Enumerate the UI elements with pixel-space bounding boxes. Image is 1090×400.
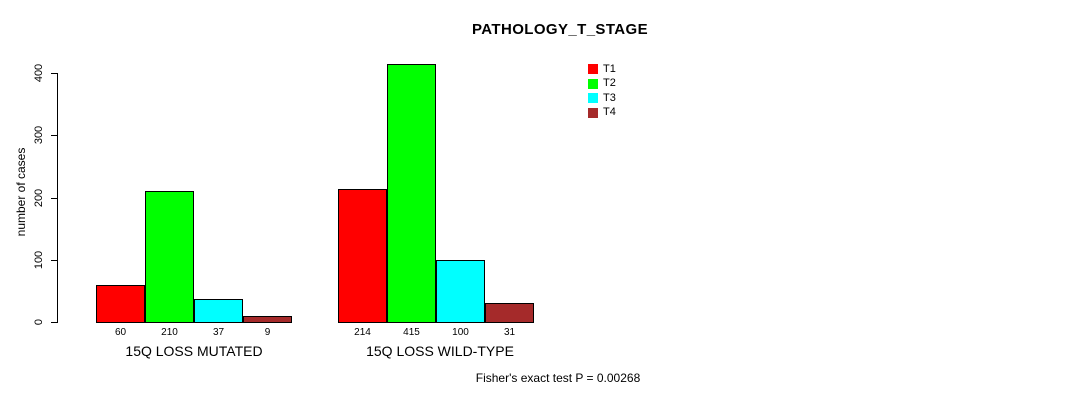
y-tick-mark (51, 73, 58, 74)
bar-t2-group2 (387, 63, 436, 323)
bar-value-label: 60 (114, 327, 127, 338)
group-label: 15Q LOSS WILD-TYPE (366, 343, 514, 359)
y-tick-mark (51, 259, 58, 261)
y-axis-label: number of cases (14, 147, 28, 237)
bar-value-label: 415 (403, 327, 420, 338)
legend-label: T4 (603, 106, 616, 119)
y-tick-label: 0 (33, 318, 45, 326)
legend-row: T2 (588, 77, 616, 92)
legend-swatch-t1 (588, 64, 598, 75)
legend-swatch-t4 (588, 107, 598, 118)
y-tick-mark (51, 135, 58, 137)
legend-swatch-t3 (588, 93, 598, 104)
legend-row: T4 (588, 106, 616, 121)
bar-t4-group2 (485, 302, 534, 323)
legend-row: T3 (588, 91, 616, 106)
bar-value-label: 100 (452, 327, 469, 338)
stat-test-result: Fisher's exact test P = 0.00268 (475, 371, 641, 385)
y-tick-label: 100 (33, 250, 45, 269)
bar-value-label: 31 (503, 327, 516, 338)
y-tick-mark (51, 197, 58, 199)
y-tick-mark (51, 322, 58, 323)
chart-title: PATHOLOGY_T_STAGE (472, 21, 648, 38)
bar-value-label: 37 (212, 327, 225, 338)
bar-t1-group2 (338, 188, 387, 323)
bar-value-label: 214 (354, 327, 371, 338)
bar-value-label: 210 (161, 327, 178, 338)
bar-t4-group1 (243, 316, 292, 323)
legend-label: T2 (603, 77, 616, 90)
legend-label: T1 (603, 62, 616, 75)
bar-t3-group2 (436, 259, 485, 323)
bar-t1-group1 (96, 284, 145, 323)
bar-t3-group1 (194, 298, 243, 323)
y-tick-label: 400 (33, 63, 45, 83)
group-label: 15Q LOSS MUTATED (125, 343, 263, 359)
y-tick-label: 300 (33, 126, 45, 145)
legend-row: T1 (588, 62, 616, 77)
y-tick-label: 200 (33, 188, 45, 207)
legend-swatch-t2 (588, 78, 598, 89)
legend: T1 T2 T3 T4 (588, 62, 616, 120)
bar-value-label: 9 (264, 327, 271, 338)
legend-label: T3 (603, 91, 616, 104)
bar-t2-group1 (145, 191, 194, 323)
